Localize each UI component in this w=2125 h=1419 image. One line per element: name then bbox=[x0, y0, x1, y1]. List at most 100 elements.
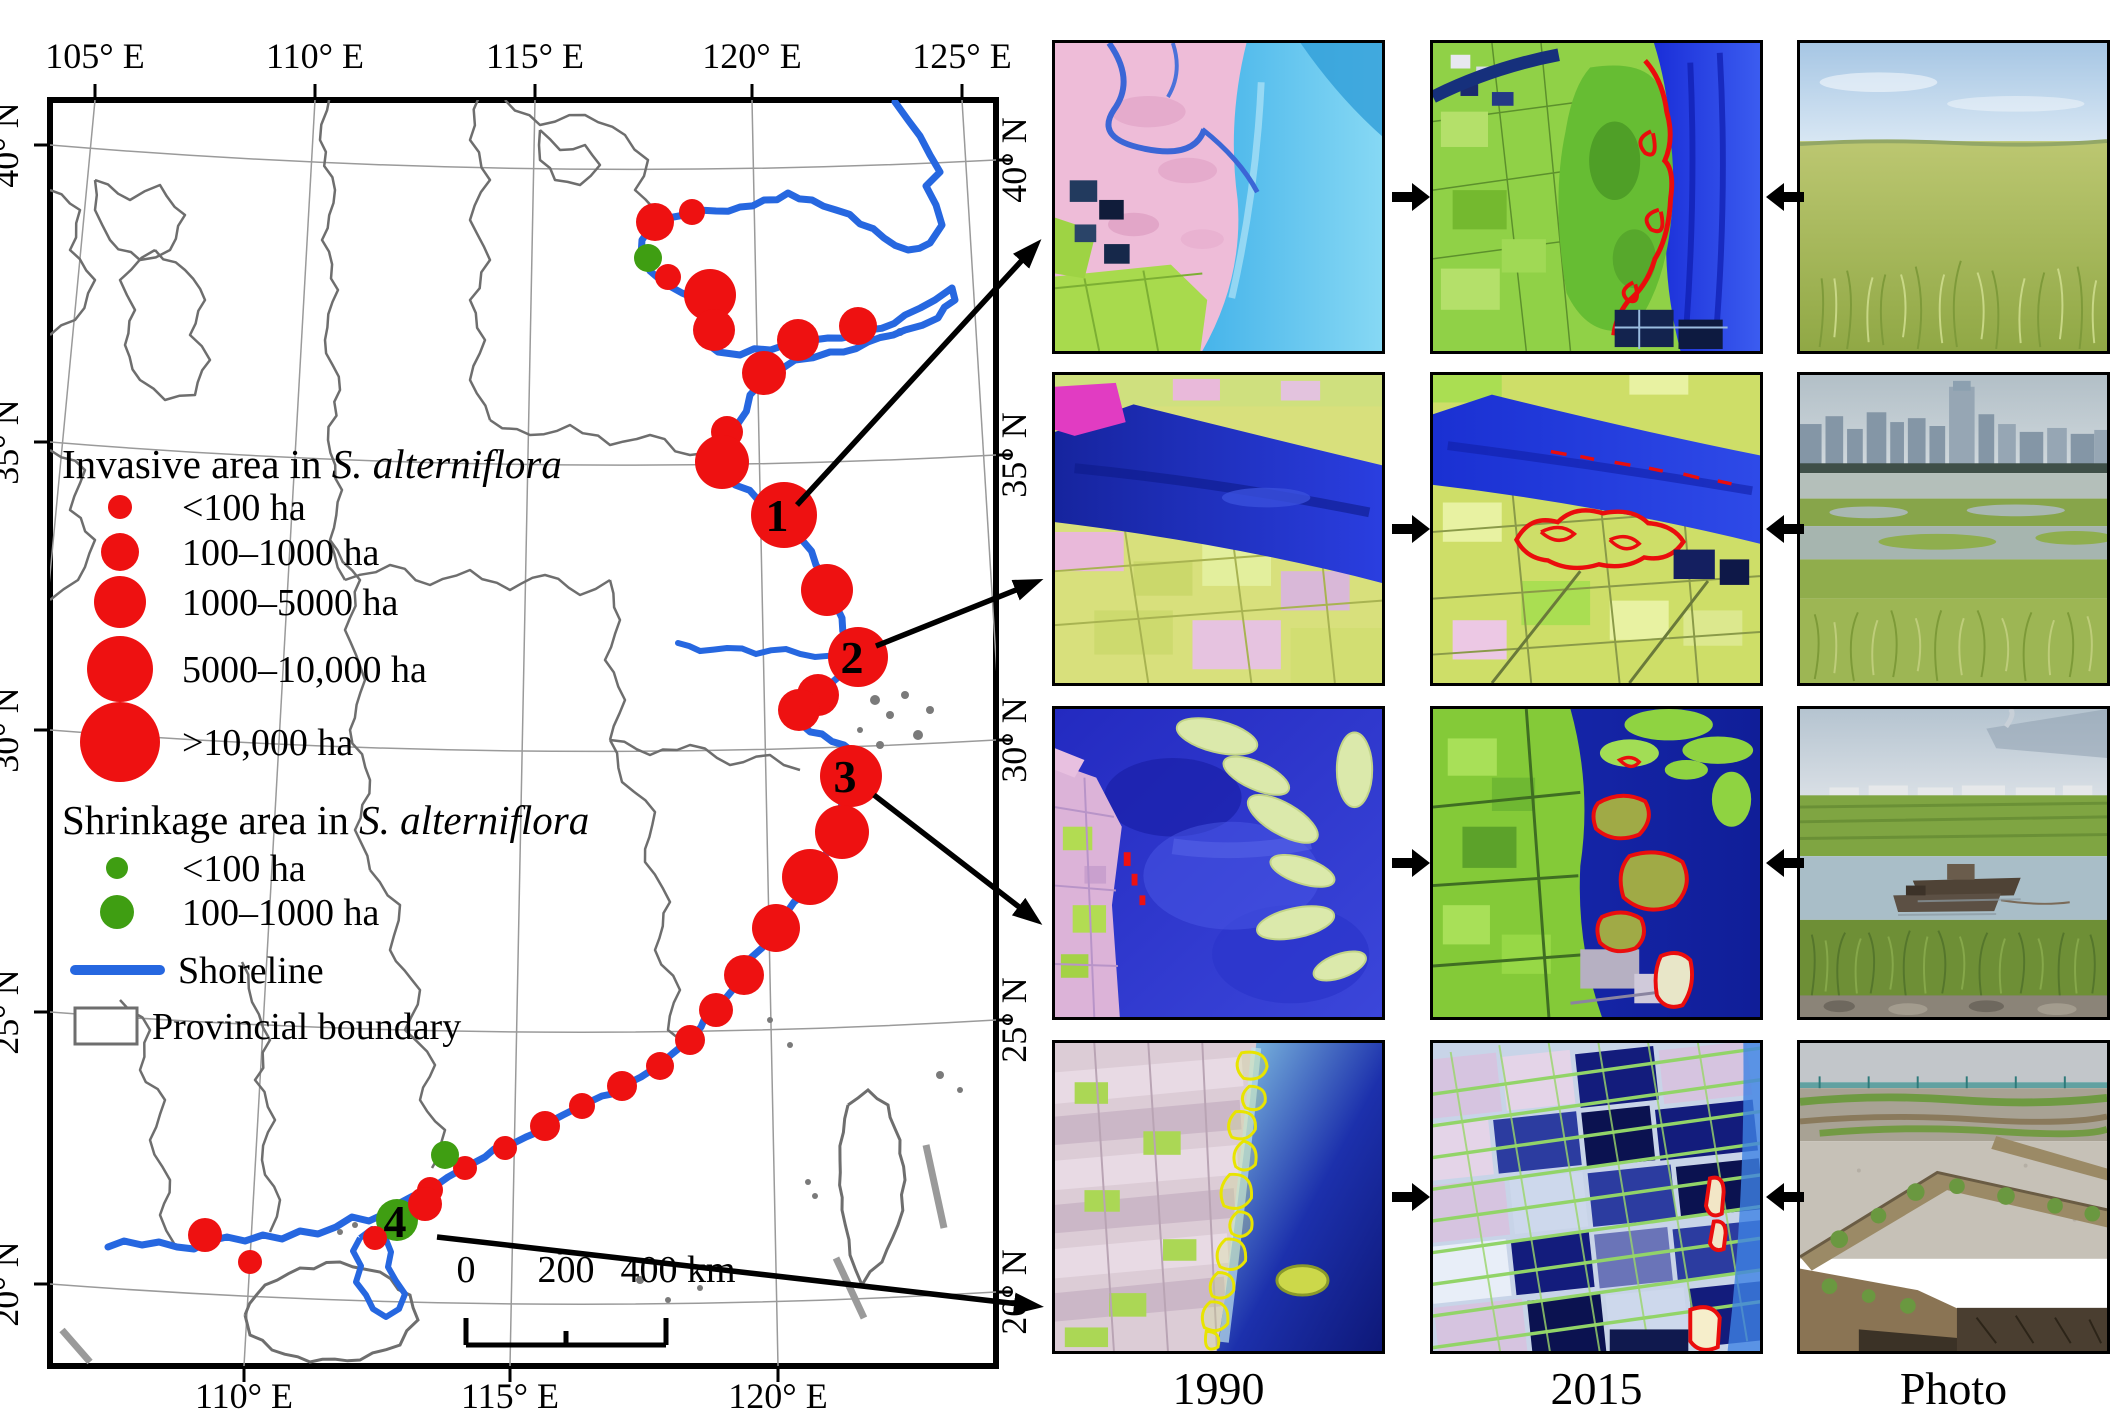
invasive-marker bbox=[675, 1025, 705, 1055]
axis-label-left: 30° N bbox=[0, 687, 26, 772]
axis-label-top: 125° E bbox=[912, 36, 1011, 76]
invasive-marker bbox=[453, 1156, 477, 1180]
invasive-marker bbox=[752, 904, 800, 952]
invasive-marker bbox=[742, 351, 786, 395]
axis-label-top: 120° E bbox=[702, 36, 801, 76]
site-number-label: 2 bbox=[841, 632, 864, 683]
provincial-boundary-line bbox=[344, 563, 611, 597]
axis-label-right: 30° N bbox=[994, 697, 1034, 782]
axis-label-top: 115° E bbox=[486, 36, 584, 76]
site-number-label: 4 bbox=[384, 1196, 407, 1247]
invasive-marker bbox=[493, 1136, 517, 1160]
axis-label-top: 105° E bbox=[45, 36, 144, 76]
provincial-boundary-line bbox=[609, 738, 801, 772]
island-speck bbox=[936, 1071, 944, 1079]
column-label-1990: 1990 bbox=[1172, 1363, 1265, 1414]
legend-label: 1000–5000 ha bbox=[182, 582, 399, 624]
shrinkage-marker bbox=[431, 1141, 459, 1169]
invasive-marker bbox=[693, 309, 735, 351]
hatch-segment bbox=[922, 1144, 948, 1229]
legend-label: 100–1000 ha bbox=[182, 892, 380, 934]
photo-site-4 bbox=[1797, 1040, 2110, 1354]
legend-label: <100 ha bbox=[182, 848, 306, 890]
scale-bar-bracket bbox=[463, 1318, 669, 1348]
meridian-line bbox=[243, 100, 316, 1366]
site-number-label: 1 bbox=[766, 490, 789, 541]
invasive-marker bbox=[530, 1111, 560, 1141]
axis-label-right: 20° N bbox=[994, 1249, 1034, 1334]
island-speck bbox=[857, 727, 863, 733]
yangtze-river bbox=[675, 640, 848, 661]
island-speck bbox=[767, 1017, 773, 1023]
axis-label-left: 40° N bbox=[0, 102, 26, 187]
satellite-2015-site-2 bbox=[1430, 372, 1763, 686]
island-speck bbox=[636, 1276, 644, 1284]
shrinkage-marker bbox=[376, 1199, 418, 1241]
invasive-marker bbox=[839, 307, 877, 345]
island-speck bbox=[697, 1285, 703, 1291]
site-arrows bbox=[436, 239, 1044, 1315]
axis-labels: 105° E 110° E 115° E 120° E 125° E 110° … bbox=[0, 36, 1034, 1416]
island-speck bbox=[886, 711, 894, 719]
column-label-2015: 2015 bbox=[1550, 1363, 1643, 1414]
satellite-2015-site-1 bbox=[1430, 40, 1763, 354]
axis-label-bottom: 110° E bbox=[195, 1376, 293, 1416]
island-speck bbox=[926, 706, 934, 714]
island-speck bbox=[957, 1087, 963, 1093]
legend-invasive: Invasive area in S. alterniflora <100 ha… bbox=[62, 441, 562, 782]
axis-label-right: 25° N bbox=[994, 977, 1034, 1062]
arrow-site-2 bbox=[874, 579, 1044, 649]
legend-shoreline-label: Shoreline bbox=[178, 950, 324, 992]
legend-invasive-title: Invasive area in S. alterniflora bbox=[62, 441, 562, 487]
invasive-marker bbox=[655, 264, 681, 290]
invasive-marker bbox=[699, 993, 733, 1027]
arrow-site-3 bbox=[872, 792, 1043, 925]
hatch-segment bbox=[832, 1256, 868, 1320]
legend-symbol-invasive bbox=[101, 533, 139, 571]
parallel-line bbox=[50, 1011, 996, 1033]
hainan-outline bbox=[243, 1260, 420, 1364]
satellite-2015-site-3 bbox=[1430, 706, 1763, 1020]
invasive-marker bbox=[782, 849, 838, 905]
legend-symbol-invasive bbox=[80, 702, 160, 782]
provincial-boundary-line bbox=[119, 999, 177, 1246]
invasive-marker bbox=[607, 1071, 637, 1101]
island-speck bbox=[812, 1193, 818, 1199]
invasive-marker bbox=[679, 199, 705, 225]
provincial-boundary-line bbox=[369, 869, 447, 1169]
parallel-line bbox=[50, 144, 996, 171]
provincial-boundary-line bbox=[328, 539, 372, 871]
shoreline-leizhou bbox=[350, 1226, 408, 1320]
island-speck bbox=[787, 1042, 793, 1048]
arrow-1990-to-2015-row4 bbox=[1392, 1181, 1432, 1213]
provincial-boundary-line bbox=[50, 188, 97, 336]
provincial-boundary-line bbox=[118, 248, 212, 402]
arrow-photo-to-2015-row3 bbox=[1764, 847, 1804, 879]
axis-label-right: 40° N bbox=[994, 117, 1034, 202]
arrow-1990-to-2015-row1 bbox=[1392, 181, 1432, 213]
taiwan-outline bbox=[838, 1088, 907, 1289]
legend-symbol-invasive bbox=[108, 495, 132, 519]
axis-label-bottom: 120° E bbox=[728, 1376, 827, 1416]
provincial-boundary-line bbox=[608, 739, 691, 1053]
satellite-1990-site-2 bbox=[1052, 372, 1385, 686]
satellite-2015-site-4 bbox=[1430, 1040, 1763, 1354]
island-speck bbox=[665, 1297, 671, 1303]
invasive-marker bbox=[646, 1052, 674, 1080]
site-markers: 1 2 3 4 bbox=[188, 199, 888, 1274]
axis-label-left: 20° N bbox=[0, 1241, 26, 1326]
hatch-segment bbox=[59, 1327, 93, 1365]
photo-site-1 bbox=[1797, 40, 2110, 354]
axis-label-top: 110° E bbox=[266, 36, 364, 76]
axis-ticks bbox=[34, 84, 1012, 1382]
invasive-marker bbox=[695, 435, 749, 489]
invasive-marker bbox=[724, 955, 764, 995]
legend-symbol-shrinkage bbox=[100, 895, 134, 929]
invasive-marker bbox=[408, 1187, 442, 1221]
legend-label: >10,000 ha bbox=[182, 722, 353, 764]
meridian-line bbox=[50, 100, 96, 583]
photo-site-2 bbox=[1797, 372, 2110, 686]
invasive-marker bbox=[684, 269, 736, 321]
provincial-boundary-line bbox=[50, 448, 97, 601]
